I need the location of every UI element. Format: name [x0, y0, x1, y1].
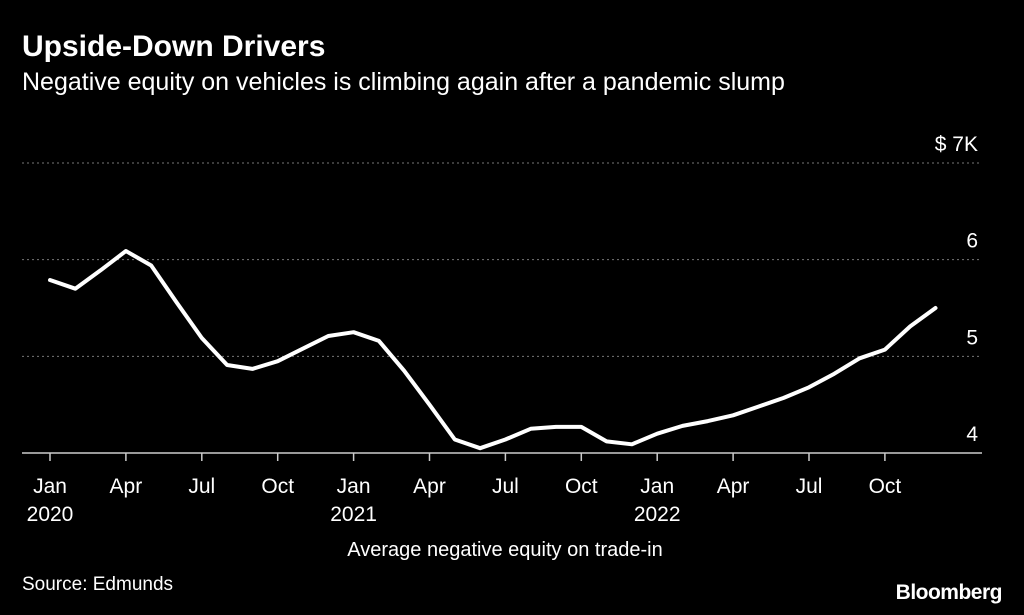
y-tick-label: 5 — [966, 326, 978, 349]
y-tick-label: 4 — [966, 423, 978, 446]
x-axis-label: Average negative equity on trade-in — [347, 539, 662, 561]
chart-title: Upside-Down Drivers — [22, 30, 326, 63]
x-tick-label: Jan — [337, 475, 371, 498]
x-tick-label: Oct — [565, 475, 598, 498]
x-tick-label: Apr — [413, 475, 446, 498]
series-line — [48, 249, 938, 451]
x-tick-label: Apr — [110, 475, 143, 498]
x-tick-label: Oct — [261, 475, 294, 498]
x-tick-label: Jul — [492, 475, 519, 498]
series-layer — [48, 249, 938, 451]
x-tick-label: Jan — [640, 475, 674, 498]
chart-subtitle: Negative equity on vehicles is climbing … — [22, 68, 785, 96]
x-tick-label: Jul — [188, 475, 215, 498]
bloomberg-logo: Bloomberg — [895, 581, 1003, 604]
x-tick-year-label: 2020 — [27, 503, 74, 526]
x-tick-label: Apr — [717, 475, 750, 498]
source-note: Source: Edmunds — [22, 574, 174, 595]
x-tick-label: Jul — [796, 475, 823, 498]
y-tick-label: $ 7K — [935, 133, 978, 156]
x-tick-label: Oct — [869, 475, 902, 498]
x-tick-year-label: 2022 — [634, 503, 681, 526]
grid-layer — [22, 162, 982, 454]
x-tick-year-label: 2021 — [330, 503, 377, 526]
y-tick-label: 6 — [966, 230, 978, 253]
x-tick-label: Jan — [33, 475, 67, 498]
axis-layer: $ 7K 6 5 4 Jan 2020 Apr Jul Oct Jan 2021 Apr Jul Oct J… — [27, 133, 979, 526]
